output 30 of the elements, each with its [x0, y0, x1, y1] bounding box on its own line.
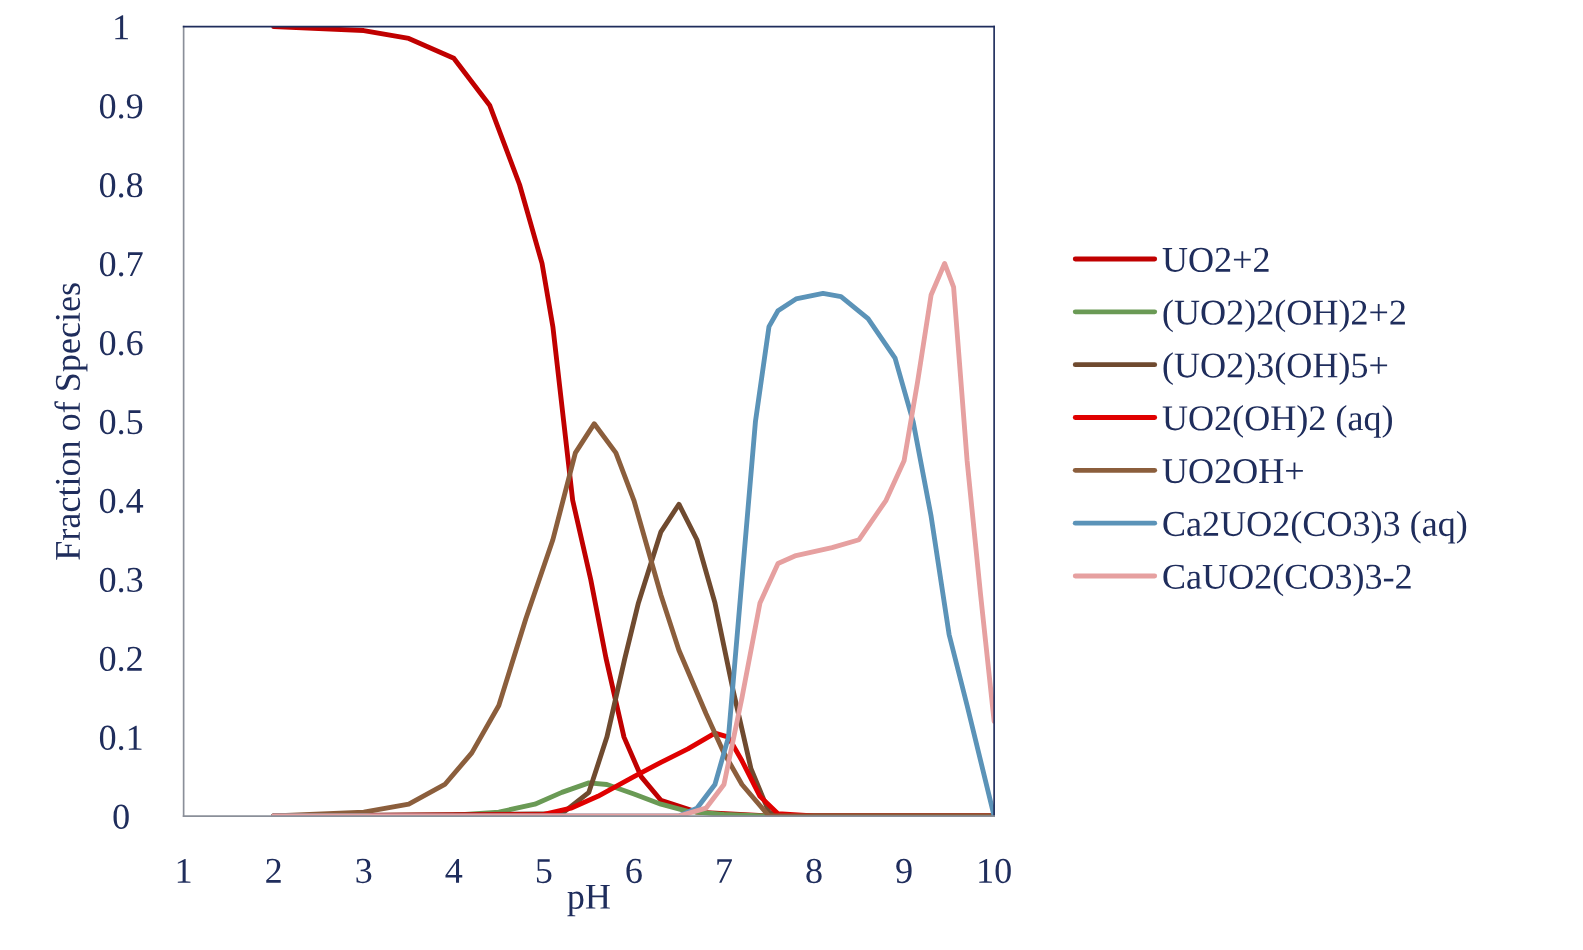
legend-label: Ca2UO2(CO3)3 (aq) — [1163, 510, 1467, 544]
x-tick-label: 3 — [356, 858, 372, 884]
x-tick-label: 2 — [266, 858, 281, 883]
x-tick-label: 6 — [626, 858, 642, 884]
x-tick-label: 8 — [806, 858, 822, 884]
legend-label: UO2+2 — [1162, 247, 1269, 272]
y-tick-label: 0 — [113, 804, 129, 829]
y-tick-label: 0.1 — [99, 725, 142, 751]
y-tick-label: 1 — [115, 15, 128, 40]
legend-label: (UO2)2(OH)2+2 — [1163, 299, 1405, 333]
y-axis-title: Fraction of Species — [54, 283, 88, 560]
x-tick-label: 10 — [979, 858, 1011, 884]
y-tick-label: 0.6 — [99, 330, 143, 356]
y-tick-label: 0.9 — [99, 94, 143, 119]
y-tick-label: 0.3 — [99, 567, 143, 593]
x-tick-label: 1 — [177, 858, 191, 883]
legend-label: CaUO2(CO3)3-2 — [1163, 563, 1411, 597]
y-tick-label: 0.5 — [99, 409, 143, 435]
y-tick-label: 0.2 — [99, 646, 142, 672]
x-tick-label: 4 — [445, 859, 463, 883]
x-axis-title: pH — [567, 884, 610, 917]
y-tick-label: 0.7 — [99, 251, 143, 277]
x-tick-label: 5 — [536, 859, 552, 884]
x-tick-label: 9 — [896, 858, 912, 884]
x-tick-label: 7 — [717, 859, 732, 883]
legend-label: UO2OH+ — [1162, 459, 1303, 484]
y-tick-label: 0.4 — [99, 488, 144, 514]
y-tick-label: 0.8 — [99, 173, 143, 198]
legend-label: (UO2)3(OH)5+ — [1163, 352, 1388, 385]
legend-label: UO2(OH)2 (aq) — [1162, 405, 1392, 438]
